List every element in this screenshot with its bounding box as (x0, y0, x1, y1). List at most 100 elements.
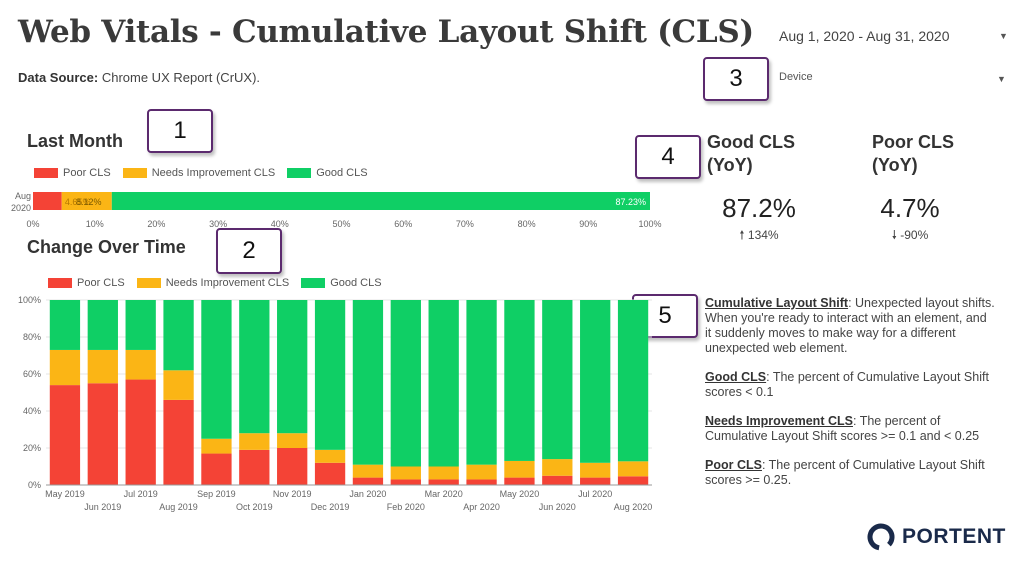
date-range-dropdown-icon[interactable]: ▼ (999, 31, 1008, 41)
kpi-poor-delta-value: -90% (900, 228, 929, 242)
bar-segment-good (87, 300, 118, 350)
x-tick-label: Aug 2020 (614, 502, 653, 512)
legend-item-needs: Needs Improvement CLS (136, 277, 290, 289)
kpi-good-cls: Good CLS (YoY) (707, 131, 847, 177)
data-source-value: Chrome UX Report (CrUX). (101, 70, 261, 85)
arrow-up-icon: 🠕 (739, 228, 745, 242)
y-tick-label: 0% (28, 480, 41, 490)
bar-segment-poor (580, 477, 611, 485)
date-range-value: Aug 1, 2020 - Aug 31, 2020 (779, 28, 950, 44)
x-tick-label: 30% (209, 219, 227, 229)
definition-text: : The percent of Cumulative Layout Shift… (705, 458, 985, 487)
y-tick-label: 20% (23, 443, 41, 453)
kpi-poor-cls: Poor CLS (YoY) (872, 131, 1012, 177)
bar-segment-good (201, 300, 232, 439)
x-tick-label: 40% (271, 219, 289, 229)
x-tick-label: Sep 2019 (197, 489, 236, 499)
bar-segment-poor (352, 477, 384, 485)
legend-swatch-poor (34, 168, 58, 178)
bar-segment-good (617, 300, 649, 462)
bar-segment-good (239, 300, 270, 434)
bar-segment-poor (201, 453, 232, 485)
portent-logo-text: PORTENT (902, 525, 1006, 548)
x-tick-label: 0% (26, 219, 39, 229)
bar-segment-needs (125, 349, 156, 380)
x-tick-label: Dec 2019 (311, 502, 350, 512)
legend-label-poor: Poor CLS (77, 277, 125, 289)
data-label: 8.12% (76, 197, 102, 207)
arrow-down-icon: 🠗 (891, 228, 897, 242)
device-selector[interactable]: Device (779, 71, 813, 83)
bar-segment-good (314, 300, 346, 450)
callout-3: 3 (703, 57, 769, 101)
bar-segment-poor (390, 479, 421, 485)
x-tick-label: Jun 2020 (539, 502, 576, 512)
definition-poor-cls: Poor CLS: The percent of Cumulative Layo… (705, 458, 995, 488)
data-source-label: Data Source: (18, 70, 99, 85)
bar-segment-needs (61, 192, 112, 210)
kpi-good-delta-value: 134% (747, 228, 779, 242)
legend-swatch-poor (48, 278, 72, 288)
bar-segment-poor (125, 379, 156, 485)
category-label: Aug (15, 191, 31, 201)
y-tick-label: 40% (23, 406, 41, 416)
bar-segment-poor (314, 462, 346, 485)
x-tick-label: Feb 2020 (387, 502, 425, 512)
bar-segment-poor (428, 479, 459, 485)
bar-segment-good (352, 300, 384, 465)
bar-segment-needs (617, 461, 649, 477)
bar-segment-poor (33, 192, 62, 210)
bar-segment-poor (617, 476, 649, 485)
kpi-good-title-line1: Good CLS (707, 132, 795, 152)
x-tick-label: Apr 2020 (463, 502, 500, 512)
bar-segment-good (542, 300, 573, 460)
callout-2: 2 (216, 228, 282, 274)
legend-label-needs: Needs Improvement CLS (151, 167, 276, 179)
bar-segment-poor (49, 385, 81, 485)
bar-segment-needs (352, 464, 384, 478)
definition-text: : The percent of Cumulative Layout Shift… (705, 414, 980, 443)
bar-segment-needs (87, 349, 118, 384)
callout-1: 1 (147, 109, 213, 153)
bar-segment-needs (163, 370, 194, 400)
kpi-poor-title-line1: Poor CLS (872, 132, 955, 152)
portent-logo: PORTENT (866, 522, 1006, 552)
definition-text: : Unexpected layout shifts. When you're … (705, 296, 995, 355)
x-tick-label: 90% (579, 219, 597, 229)
bar-segment-poor (239, 449, 270, 485)
legend-swatch-needs (136, 278, 161, 288)
x-tick-label: 50% (332, 219, 350, 229)
bar-segment-needs (428, 466, 459, 480)
legend-item-good: Good CLS (301, 277, 382, 289)
bar-segment-poor (542, 475, 573, 485)
category-label: 2020 (11, 203, 31, 213)
page-title: Web Vitals - Cumulative Layout Shift (CL… (18, 14, 754, 50)
x-tick-label: Aug 2019 (159, 502, 198, 512)
x-tick-label: Mar 2020 (425, 489, 463, 499)
legend-label-needs: Needs Improvement CLS (165, 277, 290, 289)
device-dropdown-icon[interactable]: ▼ (997, 74, 1006, 84)
bar-segment-poor (466, 479, 497, 485)
bar-segment-good (466, 300, 497, 465)
kpi-good-title-line2: (YoY) (707, 155, 753, 175)
date-range-selector[interactable]: Aug 1, 2020 - Aug 31, 2020 (779, 28, 949, 44)
definition-term: Cumulative Layout Shift (705, 296, 849, 310)
bar-segment-needs (542, 459, 573, 476)
x-tick-label: May 2019 (45, 489, 85, 499)
x-tick-label: 100% (638, 219, 661, 229)
y-tick-label: 100% (18, 295, 41, 305)
x-tick-label: 60% (394, 219, 412, 229)
last-month-chart: Aug 2020 4.65%8.12% 87.23% 0% 10% 20% 30% 40% 50%… (11, 191, 662, 229)
bar-segment-needs (277, 433, 308, 448)
bar-segment-good (163, 300, 194, 371)
bar-segment-good (111, 192, 651, 210)
legend-swatch-needs (122, 168, 147, 178)
callout-4: 4 (635, 135, 701, 179)
kpi-poor-delta: 🠗 -90% (858, 226, 962, 247)
change-over-time-title: Change Over Time (27, 237, 186, 257)
kpi-poor-title-line2: (YoY) (872, 155, 918, 175)
legend-item-good: Good CLS (287, 167, 368, 179)
y-tick-label: 60% (23, 369, 41, 379)
data-source: Data Source: Chrome UX Report (CrUX). (18, 70, 260, 85)
